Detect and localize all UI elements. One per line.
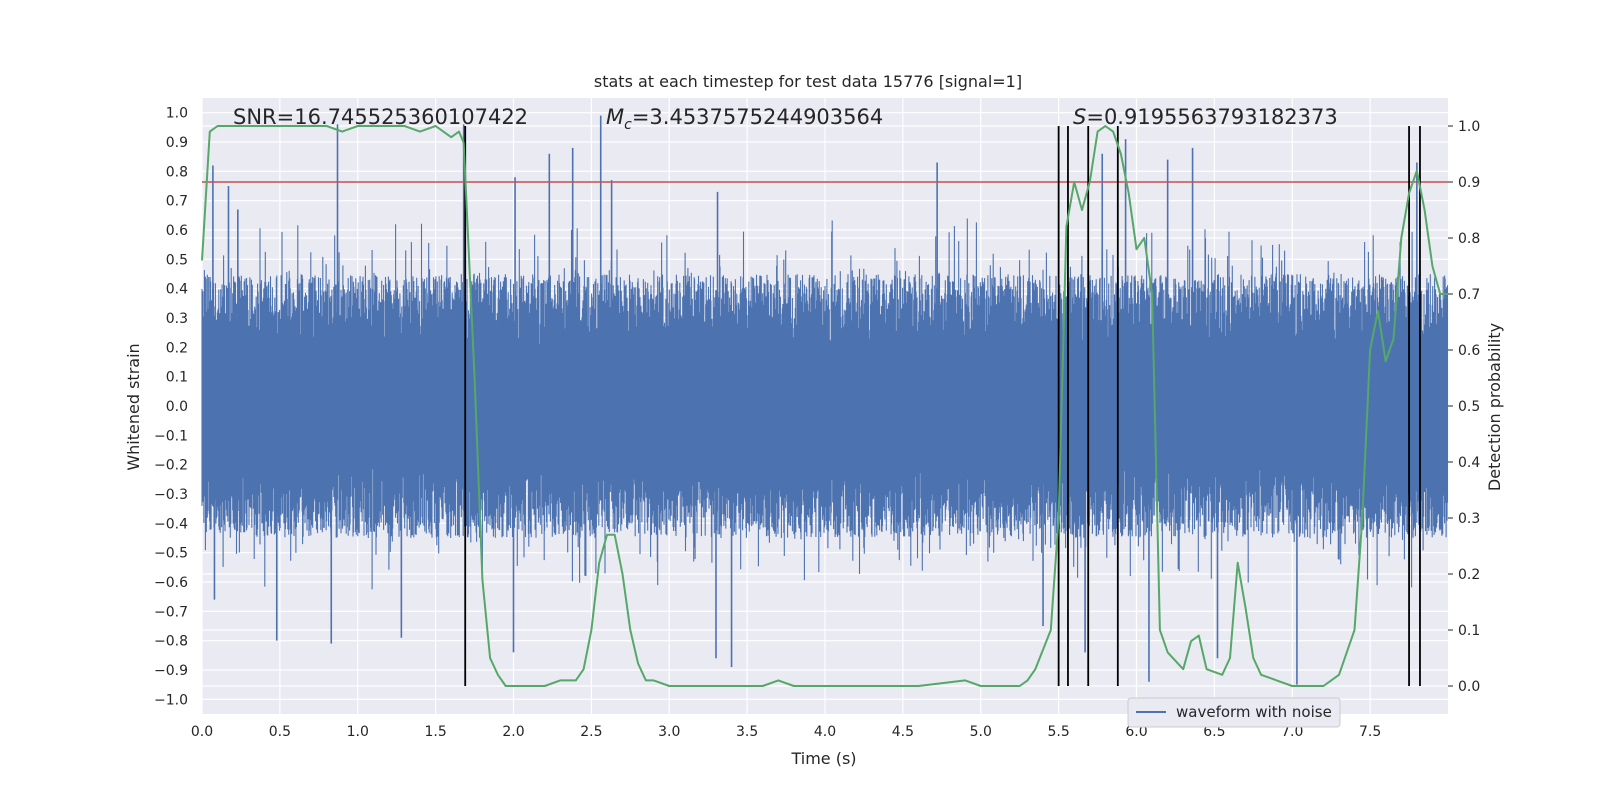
probability-series: [201, 125, 1448, 687]
x-tick-label: 0.0: [191, 724, 213, 740]
y-tick-label-right: 0.1: [1458, 623, 1480, 639]
waveform-series: [201, 115, 1449, 685]
chirp-mass-annotation: Mc=3.4537575244903564: [606, 105, 883, 133]
y-tick-label-left: 0.8: [166, 164, 188, 180]
x-tick-label: 5.5: [1047, 724, 1069, 740]
snr-annotation: SNR=16.745525360107422: [233, 105, 528, 129]
y-tick-label-left: 0.3: [166, 311, 188, 327]
y-tick-label-left: 0.6: [166, 223, 188, 239]
x-tick-label: 4.0: [814, 724, 836, 740]
statistic-annotation: S=0.9195563793182373: [1073, 105, 1338, 129]
x-tick-label: 6.0: [1125, 724, 1147, 740]
chirp-mass-subscript: c: [624, 117, 632, 133]
y-tick-label-left: 0.0: [166, 399, 188, 415]
y-tick-label-left: 0.7: [166, 194, 188, 210]
y-tick-label-left: −0.3: [154, 487, 188, 503]
chirp-mass-value: =3.4537575244903564: [632, 105, 883, 129]
y-tick-label-left: −0.6: [154, 575, 188, 591]
x-tick-label: 7.5: [1359, 724, 1381, 740]
waveform-core: [202, 347, 1448, 465]
x-tick-label: 7.0: [1281, 724, 1303, 740]
x-tick-label: 3.0: [658, 724, 680, 740]
y-tick-label-right: 0.9: [1458, 175, 1480, 191]
legend-box: [1127, 697, 1341, 728]
legend-label-waveform: waveform with noise: [1176, 703, 1332, 721]
x-tick-label: 1.0: [347, 724, 369, 740]
y-tick-label-right: 0.6: [1458, 343, 1480, 359]
y-tick-label-left: −0.8: [154, 634, 188, 650]
y-tick-label-right: 0.0: [1458, 679, 1480, 695]
x-tick-label: 1.5: [424, 724, 446, 740]
y-tick-label-left: 0.1: [166, 370, 188, 386]
y-tick-label-right: 0.3: [1458, 511, 1480, 527]
y-tick-label-left: 0.2: [166, 340, 188, 356]
y-tick-label-right: 0.5: [1458, 399, 1480, 415]
y-tick-label-left: −0.7: [154, 604, 188, 620]
y-tick-label-left: −0.2: [154, 458, 188, 474]
y-tick-label-left: −1.0: [154, 692, 188, 708]
x-tick-label: 5.0: [970, 724, 992, 740]
legend: waveform with noise: [1127, 697, 1341, 728]
y-tick-label-left: 0.4: [166, 282, 188, 298]
axes: 0.0 0.5 1.0 1.5 2.0 2.5 3.0 3.5 4.0 4.5 5.0 5.5 6.0 6…: [154, 106, 1480, 740]
chirp-mass-symbol: M: [606, 105, 624, 129]
x-tick-label: 2.5: [580, 724, 602, 740]
x-tick-label: 4.5: [892, 724, 914, 740]
detection-markers: [464, 126, 1421, 686]
y-axis-right-label: Detection probability: [1485, 323, 1504, 491]
x-axis-label: Time (s): [790, 749, 856, 768]
y-tick-label-right: 0.2: [1458, 567, 1480, 583]
x-tick-label: 6.5: [1203, 724, 1225, 740]
y-tick-label-left: −0.1: [154, 428, 188, 444]
y-tick-label-right: 0.7: [1458, 287, 1480, 303]
y-tick-label-right: 0.4: [1458, 455, 1480, 471]
x-tick-label: 0.5: [269, 724, 291, 740]
x-tick-label: 3.5: [736, 724, 758, 740]
statistic-value: =0.9195563793182373: [1086, 105, 1337, 129]
y-tick-label-right: 0.8: [1458, 231, 1480, 247]
y-tick-label-left: 0.9: [166, 135, 188, 151]
y-tick-label-left: 1.0: [166, 106, 188, 122]
y-tick-label-left: −0.9: [154, 663, 188, 679]
y-tick-label-left: 0.5: [166, 252, 188, 268]
y-tick-label-left: −0.4: [154, 516, 188, 532]
probability-line: [201, 125, 1448, 687]
y-axis-left-label: Whitened strain: [124, 343, 143, 470]
statistic-symbol: S: [1073, 105, 1086, 129]
y-tick-label-left: −0.5: [154, 546, 188, 562]
chart-title: stats at each timestep for test data 157…: [594, 72, 1022, 91]
x-tick-label: 2.0: [502, 724, 524, 740]
y-tick-label-right: 1.0: [1458, 119, 1480, 135]
